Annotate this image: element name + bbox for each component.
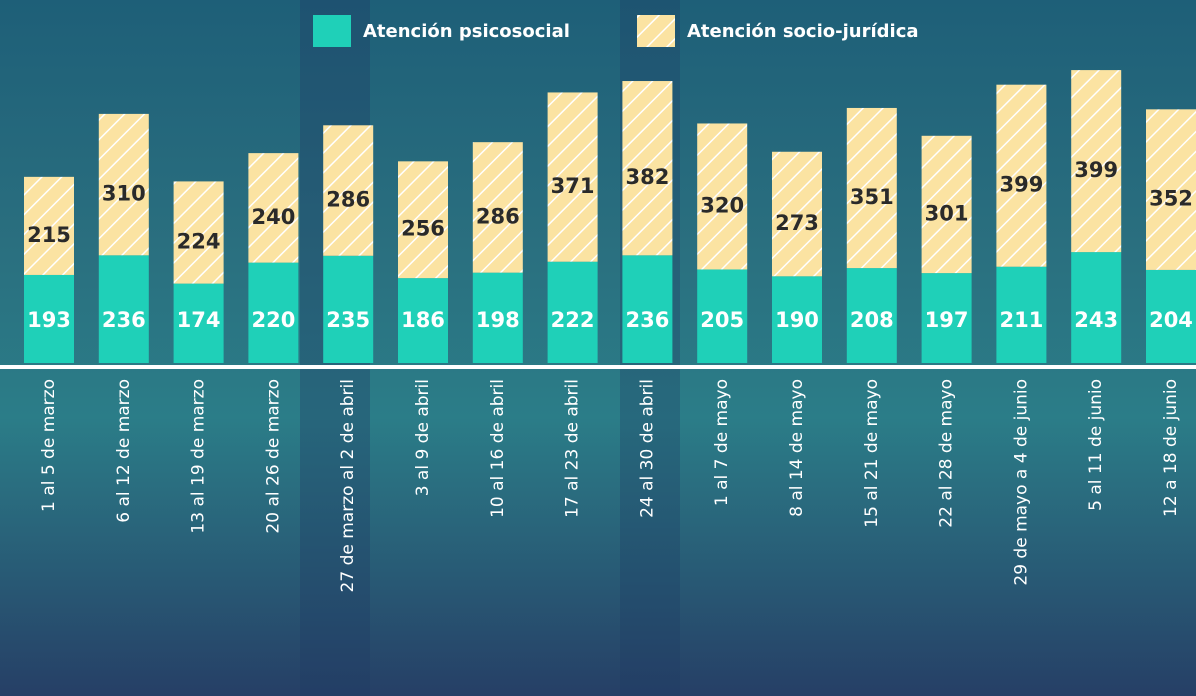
bar-segment — [547, 261, 598, 363]
value-label: 371 — [551, 174, 595, 198]
bar-segment — [1146, 269, 1196, 363]
legend-label: Atención socio-jurídica — [687, 21, 919, 42]
value-label: 351 — [850, 185, 894, 209]
bar-segment — [996, 266, 1047, 363]
x-tick-label: 10 al 16 de abril — [488, 379, 508, 518]
bar-segment — [398, 161, 448, 279]
bar-segment — [472, 142, 523, 273]
legend-swatch — [637, 15, 675, 47]
value-label: 286 — [476, 204, 520, 228]
value-label: 186 — [401, 308, 445, 332]
bar-segment — [173, 181, 224, 284]
value-label: 220 — [251, 308, 295, 332]
value-label: 190 — [775, 308, 819, 332]
value-label: 235 — [326, 308, 370, 332]
value-label: 198 — [476, 308, 520, 332]
x-tick-label: 17 al 23 de abril — [563, 379, 583, 518]
x-tick-label: 20 al 26 de marzo — [263, 379, 283, 534]
value-label: 382 — [625, 165, 669, 189]
bar-segment — [547, 92, 598, 262]
value-label: 310 — [102, 182, 146, 206]
bar-segment — [472, 272, 523, 363]
bar-segment — [921, 273, 972, 363]
bar-segment — [98, 113, 149, 256]
bar-segment — [921, 135, 972, 274]
bar-segment — [846, 107, 897, 269]
value-label: 222 — [551, 308, 595, 332]
bar-segment — [1146, 109, 1196, 270]
x-tick-label: 5 al 11 de junio — [1086, 379, 1106, 511]
bar-segment — [846, 268, 897, 363]
value-label: 224 — [177, 230, 221, 254]
bar-segment — [772, 276, 822, 363]
value-label: 215 — [27, 223, 71, 247]
value-label: 399 — [999, 173, 1043, 197]
value-label: 301 — [925, 201, 969, 225]
bar-segment — [323, 255, 374, 363]
value-label: 256 — [401, 217, 445, 241]
value-label: 236 — [102, 308, 146, 332]
x-tick-label: 29 de mayo a 4 de junio — [1011, 379, 1031, 586]
value-label: 286 — [326, 188, 370, 212]
x-tick-label: 24 al 30 de abril — [637, 379, 657, 518]
x-tick-label: 3 al 9 de abril — [413, 379, 433, 496]
bar-segment — [697, 123, 748, 270]
legend-swatch — [313, 15, 351, 47]
bar-segment — [98, 255, 149, 363]
x-tick-label: 12 a 18 de junio — [1161, 379, 1181, 517]
value-label: 193 — [27, 308, 71, 332]
value-label: 211 — [999, 308, 1043, 332]
bar-segment — [248, 153, 299, 263]
bar-segment — [697, 269, 748, 363]
legend-label: Atención psicosocial — [363, 21, 570, 42]
bar-segment — [398, 278, 448, 363]
x-tick-label: 6 al 12 de marzo — [114, 379, 134, 523]
value-label: 205 — [700, 308, 744, 332]
value-label: 320 — [700, 193, 744, 217]
value-label: 236 — [625, 308, 669, 332]
bar-segment — [622, 81, 673, 256]
bar-segment — [248, 262, 299, 363]
value-label: 197 — [925, 308, 969, 332]
x-tick-label: 13 al 19 de marzo — [189, 379, 209, 534]
value-label: 208 — [850, 308, 894, 332]
value-label: 273 — [775, 211, 819, 235]
value-label: 399 — [1074, 158, 1118, 182]
bar-segment — [1071, 70, 1122, 253]
bar-segment — [772, 151, 822, 277]
x-tick-label: 15 al 21 de mayo — [862, 379, 882, 528]
value-label: 352 — [1149, 187, 1193, 211]
x-tick-label: 8 al 14 de mayo — [787, 379, 807, 517]
x-tick-label: 1 al 5 de marzo — [39, 379, 59, 512]
bar-segment — [323, 125, 374, 256]
bar-segment — [24, 274, 74, 363]
bar-segment — [996, 84, 1047, 267]
value-label: 174 — [177, 308, 221, 332]
bar-segment — [24, 176, 74, 275]
x-tick-label: 22 al 28 de mayo — [937, 379, 957, 528]
value-label: 204 — [1149, 308, 1193, 332]
bar-segment — [173, 283, 224, 363]
bar-segment — [622, 255, 673, 363]
value-label: 243 — [1074, 308, 1118, 332]
bar-segment — [1071, 252, 1122, 363]
value-label: 240 — [251, 205, 295, 229]
x-tick-label: 27 de marzo al 2 de abril — [338, 379, 358, 592]
x-tick-label: 1 al 7 de mayo — [712, 379, 732, 506]
